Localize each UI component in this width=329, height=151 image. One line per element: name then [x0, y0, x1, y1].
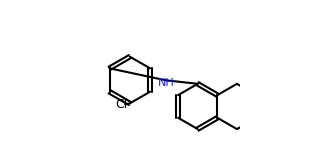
- Text: NH: NH: [158, 78, 174, 88]
- Text: Cl: Cl: [115, 98, 128, 111]
